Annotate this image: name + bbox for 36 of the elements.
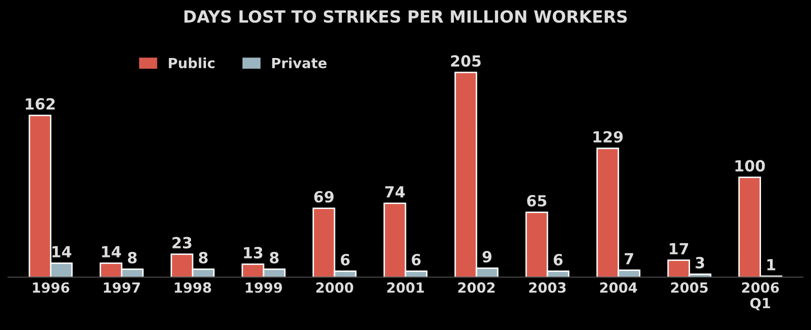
x-tick-label: 1996 (32, 282, 70, 293)
data-label: 8 (128, 252, 137, 264)
data-label: 17 (670, 243, 688, 254)
data-label: 129 (594, 131, 623, 143)
data-label: 14 (52, 246, 72, 258)
data-label: 1 (767, 259, 776, 270)
data-label: 7 (624, 253, 634, 264)
x-tick-label: 1999 (246, 282, 282, 293)
x-tick-label: 2001 (387, 282, 424, 293)
data-label: 8 (270, 252, 279, 264)
x-tick-label: 2006 Q1 (742, 282, 779, 310)
data-label: 205 (451, 55, 481, 67)
data-label: 6 (412, 254, 421, 266)
data-label: 65 (527, 195, 546, 207)
x-tick-label: 2002 (458, 282, 495, 293)
data-label: 6 (340, 254, 350, 266)
data-label: 3 (696, 256, 704, 268)
data-label: 8 (198, 252, 208, 264)
data-label: 14 (102, 246, 121, 258)
data-label: 23 (172, 236, 192, 248)
data-label: 100 (735, 160, 765, 172)
legend-label: Public (168, 58, 214, 68)
chart-title: DAYS LOST TO STRIKES PER MILLION WORKERS (184, 10, 627, 23)
x-tick-label: 2000 (316, 282, 354, 293)
data-label: 74 (385, 186, 405, 198)
data-label: 69 (314, 191, 334, 203)
data-label: 162 (26, 98, 55, 110)
x-tick-label: 1998 (174, 282, 212, 293)
data-label: 13 (244, 246, 262, 258)
x-tick-label: 2003 (529, 282, 566, 293)
x-tick-label: 1997 (104, 282, 140, 293)
x-tick-label: 2004 (600, 282, 638, 293)
legend-label: Private (272, 58, 327, 68)
data-label: 6 (554, 254, 563, 266)
data-label: 9 (482, 250, 492, 262)
x-tick-label: 2005 (671, 282, 708, 293)
